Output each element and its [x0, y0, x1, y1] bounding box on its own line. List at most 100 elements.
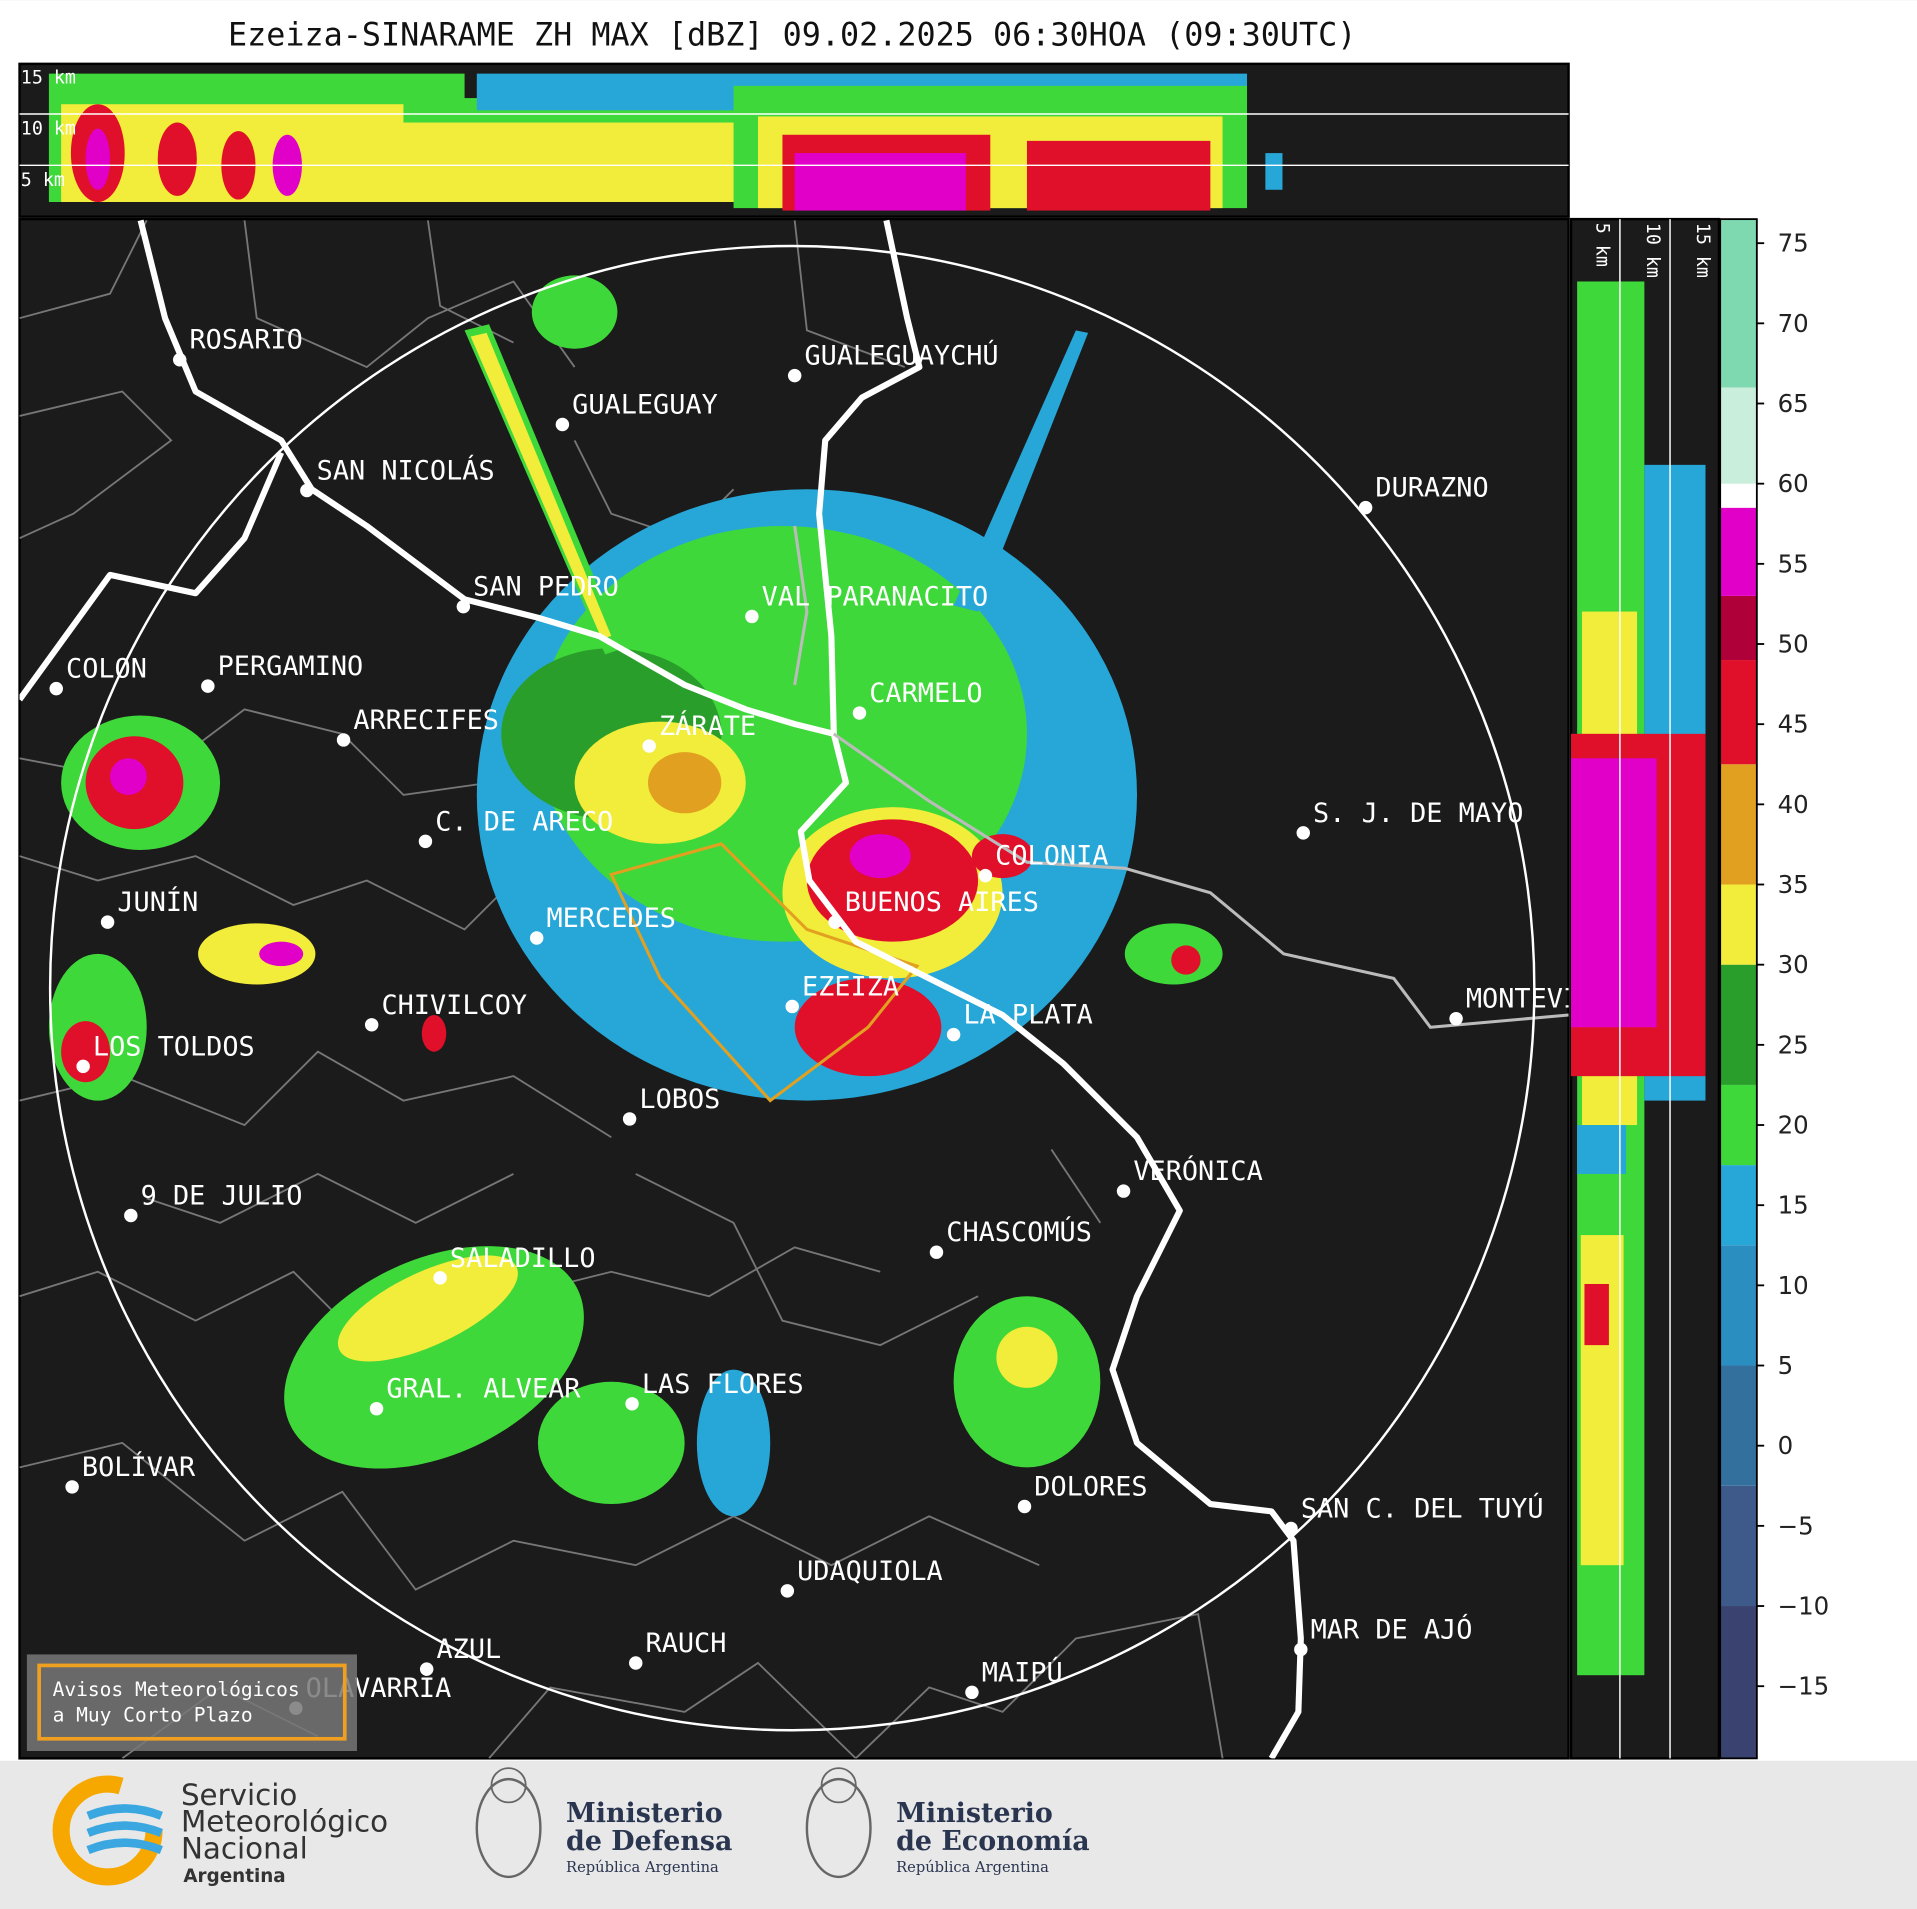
city-label: MONTEVIDEO	[1466, 984, 1628, 1015]
city-label: LAS FLORES	[642, 1369, 804, 1400]
city-label: VAL PARANACITO	[762, 581, 989, 612]
colorbar-band	[1720, 387, 1757, 484]
city-label: SALADILLO	[450, 1243, 596, 1274]
colorbar-tick-label: 10	[1778, 1271, 1809, 1300]
city-dot	[419, 1662, 434, 1676]
colorbar-tick-label: 0	[1778, 1431, 1794, 1460]
colorbar-tick-label: 65	[1778, 389, 1809, 418]
city-dot	[418, 834, 433, 849]
city-label: CHIVILCOY	[381, 990, 527, 1021]
city-label: C. DE ARECO	[435, 806, 613, 837]
city-dot	[622, 1112, 637, 1126]
logo-text: Meteorológico	[181, 1805, 388, 1839]
city-dot	[201, 679, 215, 693]
colorbar-band	[1720, 1084, 1757, 1166]
colorbar-tick-label: 40	[1778, 790, 1809, 819]
city-label: SAN PEDRO	[473, 572, 619, 603]
city-label: UDAQUIOLA	[797, 1556, 943, 1587]
city-dot	[929, 1245, 944, 1259]
logo-text: de Defensa	[566, 1826, 732, 1857]
city-label: MAIPÚ	[982, 1656, 1063, 1688]
logo-text: de Economía	[896, 1826, 1090, 1857]
city-label: DOLORES	[1034, 1471, 1147, 1502]
city-dot	[787, 368, 802, 383]
city-dot	[76, 1059, 90, 1074]
colorbar-tick-label: 50	[1778, 630, 1809, 659]
warning-text: a Muy Corto Plazo	[53, 1704, 253, 1727]
colorbar-tick-label: 55	[1778, 549, 1809, 578]
city-dot	[369, 1401, 384, 1416]
logo-text: República Argentina	[566, 1859, 719, 1876]
city-dot	[1294, 1642, 1308, 1657]
city-label: CHASCOMÚS	[946, 1216, 1092, 1248]
city-dot	[745, 609, 759, 624]
city-dot	[642, 739, 656, 753]
altitude-label: 10 km	[21, 119, 76, 140]
city-dot	[852, 706, 867, 720]
city-dot	[300, 483, 314, 498]
colorbar-tick-label: 20	[1778, 1111, 1809, 1140]
colorbar-band	[1720, 884, 1757, 965]
range-ring	[48, 244, 1536, 1732]
city-label: MAR DE AJÓ	[1311, 1614, 1473, 1646]
city-label: GUALEGUAY	[572, 390, 718, 421]
city-dot	[555, 417, 570, 432]
colorbar-tick-label: 30	[1778, 950, 1809, 979]
city-label: ARRECIFES	[353, 705, 499, 736]
altitude-label: 5 km	[1592, 223, 1613, 267]
city-label: BUENOS AIRES	[845, 887, 1039, 918]
radar-echoes	[48, 275, 1223, 1517]
city-label: DURAZNO	[1375, 473, 1488, 504]
city-label: MERCEDES	[546, 903, 675, 934]
city-dot	[1116, 1184, 1131, 1198]
colorbar-tick-label: −15	[1778, 1672, 1830, 1701]
city-label: LA PLATA	[963, 1000, 1092, 1031]
altitude-label: 15 km	[21, 67, 76, 88]
city-label: CARMELO	[869, 678, 982, 709]
city-label: GUALEGUAYCHÚ	[804, 340, 998, 372]
city-label: ROSARIO	[189, 325, 302, 356]
city-label: AZUL	[436, 1634, 501, 1665]
colorbar-band	[1720, 764, 1757, 885]
city-dot	[49, 681, 63, 696]
colorbar-tick-label: 45	[1778, 710, 1809, 739]
colorbar-tick-label: −5	[1778, 1511, 1814, 1540]
colorbar-tick-label: 25	[1778, 1030, 1809, 1059]
city-dot	[946, 1027, 961, 1042]
city-label: LOS TOLDOS	[93, 1031, 255, 1062]
city-dot	[364, 1018, 379, 1032]
city-dot	[629, 1656, 643, 1670]
colorbar-band	[1720, 1365, 1757, 1486]
colorbar-band	[1720, 595, 1757, 661]
city-label: LOBOS	[639, 1084, 720, 1115]
city-dot	[1358, 500, 1373, 515]
colorbar-band	[1720, 964, 1757, 1085]
map: ROSARIO GUALEGUAYCHÚ GUALEGUAY SAN NICOLÁS D…	[18, 217, 1628, 1760]
city-label: VERÓNICA	[1133, 1155, 1262, 1187]
colorbar-band	[1720, 1245, 1757, 1366]
city-label: S. J. DE MAYO	[1313, 798, 1523, 829]
colorbar-band	[1720, 1165, 1757, 1246]
footer: Servicio Meteorológico Nacional Argentin…	[52, 1767, 1090, 1887]
colorbar-band	[1720, 660, 1757, 765]
city-label: PERGAMINO	[218, 651, 364, 682]
logo-text: República Argentina	[896, 1859, 1049, 1876]
logo-text: Servicio	[181, 1778, 297, 1812]
warning-box: Avisos Meteorológicos a Muy Corto Plazo	[26, 1654, 357, 1752]
colorbar-frame	[1719, 218, 1758, 1760]
warning-text: Avisos Meteorológicos	[53, 1678, 300, 1701]
top-panel: 15 km 10 km 5 km	[18, 62, 1570, 218]
city-dot	[625, 1397, 639, 1411]
altitude-label: 15 km	[1692, 223, 1713, 278]
city-dot	[172, 352, 187, 367]
colorbar-tick-label: 15	[1778, 1191, 1809, 1220]
colorbar-band	[1720, 483, 1757, 508]
city-label: SAN C. DEL TUYÚ	[1301, 1492, 1544, 1524]
colorbar-tick-label: 60	[1778, 469, 1809, 498]
colorbar-band	[1720, 1606, 1757, 1759]
city-dot	[1296, 826, 1310, 840]
city-dot	[100, 915, 115, 929]
city-label: ZÁRATE	[659, 710, 756, 742]
city-dot	[828, 915, 842, 929]
